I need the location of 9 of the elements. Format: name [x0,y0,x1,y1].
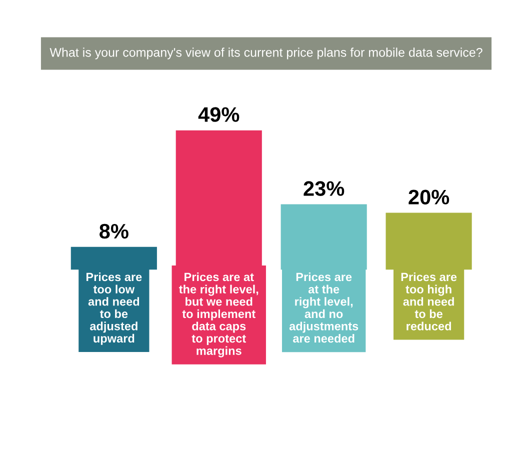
data-label: 20% [408,190,450,204]
x-tick-label: Prices are at the right level, and no adjustments are needed [289,272,358,343]
x-tick-label: Prices are too high and need to be reduced [401,272,457,330]
x-tick-label: Prices are too low and need to be adjusted upward [86,272,142,345]
data-label: 49% [198,107,240,122]
chart-title: What is your company's view of its current price plans for mobile data service? [50,48,482,60]
x-tick-label: Prices are at the right level, but we need to implement data caps to protect margins [179,272,258,358]
data-label: 8% [100,224,128,239]
data-label: 23% [304,181,344,196]
